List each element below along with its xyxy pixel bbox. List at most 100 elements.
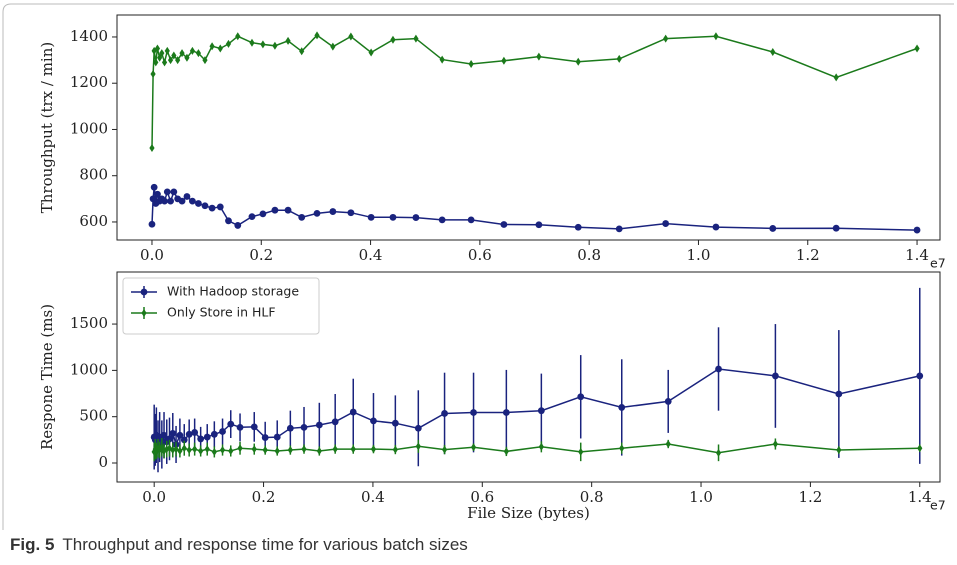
marker xyxy=(170,188,178,196)
marker xyxy=(150,69,156,78)
y-tick-label: 1000 xyxy=(70,360,108,378)
x-offset-label: e7 xyxy=(930,498,946,513)
y-tick-label: 800 xyxy=(79,166,108,184)
marker xyxy=(389,213,397,221)
marker xyxy=(211,447,217,456)
x-tick-label: 1.0 xyxy=(687,246,711,264)
marker xyxy=(250,423,258,431)
marker xyxy=(234,222,242,229)
marker xyxy=(914,44,920,53)
marker xyxy=(438,216,446,224)
marker xyxy=(439,55,445,64)
marker xyxy=(301,445,307,454)
marker xyxy=(153,58,159,67)
marker xyxy=(367,213,375,221)
caption-label: Fig. 5 xyxy=(10,535,54,554)
marker xyxy=(769,225,777,232)
marker xyxy=(173,445,179,454)
marker xyxy=(237,444,243,453)
marker xyxy=(154,190,161,198)
marker xyxy=(181,444,187,453)
series xyxy=(151,437,923,462)
marker xyxy=(663,34,669,43)
marker xyxy=(316,446,322,455)
marker xyxy=(536,52,542,61)
series xyxy=(148,183,921,234)
series xyxy=(149,31,920,152)
marker xyxy=(917,444,923,453)
marker xyxy=(185,430,193,438)
marker xyxy=(179,49,185,58)
y-tick-label: 1400 xyxy=(70,27,108,45)
marker xyxy=(415,442,421,451)
marker xyxy=(287,446,293,455)
y-tick-label: 500 xyxy=(79,407,108,425)
x-tick-label: 0.0 xyxy=(142,488,166,506)
x-tick-label: 1.2 xyxy=(796,246,820,264)
marker xyxy=(219,428,226,435)
caption-text: Throughput and response time for various… xyxy=(62,535,467,554)
marker xyxy=(501,56,507,65)
marker xyxy=(368,48,374,57)
marker xyxy=(535,221,543,229)
marker xyxy=(159,49,165,58)
marker xyxy=(665,440,671,449)
marker xyxy=(271,206,279,214)
marker xyxy=(202,56,208,65)
marker xyxy=(149,143,155,152)
marker xyxy=(712,223,720,231)
marker xyxy=(178,197,186,205)
line xyxy=(151,187,918,231)
marker xyxy=(260,40,266,49)
y-tick-label: 1200 xyxy=(70,73,108,91)
marker xyxy=(273,433,281,441)
marker xyxy=(413,34,419,43)
marker xyxy=(470,409,477,416)
marker xyxy=(249,38,255,47)
y-tick-label: 0 xyxy=(98,453,108,471)
caption: Fig. 5 Throughput and response time for v… xyxy=(10,535,468,554)
legend-box xyxy=(122,277,320,335)
marker xyxy=(261,434,269,441)
marker xyxy=(330,42,336,51)
marker xyxy=(225,39,232,48)
marker xyxy=(467,216,475,224)
y-tick-label: 1000 xyxy=(70,119,108,137)
marker xyxy=(198,446,204,455)
marker xyxy=(414,424,422,432)
marker xyxy=(176,431,184,439)
marker xyxy=(578,447,584,456)
marker xyxy=(575,57,581,66)
y-tick-label: 1500 xyxy=(70,314,108,332)
marker xyxy=(299,47,305,56)
marker xyxy=(331,418,339,426)
marker xyxy=(441,445,448,454)
marker xyxy=(537,407,545,415)
marker xyxy=(235,32,241,41)
marker xyxy=(248,213,256,221)
marker xyxy=(210,430,218,438)
marker xyxy=(347,209,355,217)
marker xyxy=(619,444,625,453)
marker xyxy=(195,200,202,207)
marker xyxy=(772,440,778,449)
marker xyxy=(183,193,191,200)
marker xyxy=(251,445,257,454)
marker xyxy=(662,220,670,227)
x-tick-label: 0.0 xyxy=(140,246,164,264)
plot-area xyxy=(148,31,921,234)
marker xyxy=(236,423,244,431)
y-axis-label: Throughput (trx / min) xyxy=(38,42,56,213)
marker xyxy=(262,446,268,455)
marker xyxy=(770,47,776,56)
axes-frame xyxy=(116,14,941,241)
marker xyxy=(392,445,398,454)
x-tick-label: 0.2 xyxy=(249,246,273,264)
marker xyxy=(189,46,196,55)
plot-area xyxy=(150,287,924,473)
marker xyxy=(412,214,420,221)
marker xyxy=(441,410,448,417)
marker xyxy=(175,56,181,65)
marker xyxy=(285,36,291,45)
